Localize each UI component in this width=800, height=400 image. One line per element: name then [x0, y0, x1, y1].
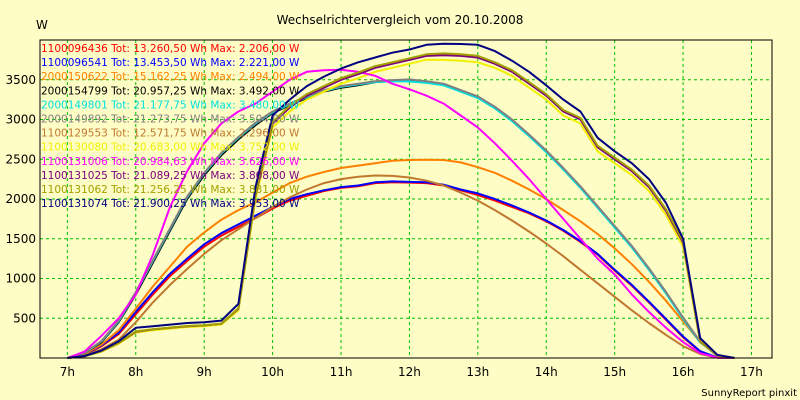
y-tick-label: 2000 [5, 192, 36, 206]
x-tick-label: 11h [330, 365, 353, 379]
x-tick-label: 7h [60, 365, 75, 379]
y-axis-label: W [36, 18, 48, 32]
chart-footer: SunnyReport pinxit [701, 388, 797, 399]
legend-entry-2000149801: 2000149801 Tot: 21.177,75 Wh Max: 3.480,… [41, 99, 300, 111]
series-line-1100131074 [67, 42, 735, 359]
x-tick-label: 8h [128, 365, 143, 379]
x-tick-label: 15h [603, 365, 626, 379]
x-tick-label: 16h [672, 365, 695, 379]
x-tick-labels: 7h 8h 9h 10h 11h 12h 13h 14h 15h 16h 17h [60, 365, 763, 379]
y-tick-labels: 500 1000 1500 2000 2500 3000 3500 [5, 73, 36, 326]
legend-entry-1100131025: 1100131025 Tot: 21.089,25 Wh Max: 3.808,… [41, 170, 300, 182]
y-tick-label: 500 [13, 311, 36, 325]
y-tick-label: 1500 [5, 232, 36, 246]
series-line-1100131006 [67, 68, 735, 359]
legend-entry-1100130080: 1100130080 Tot: 20.683,00 Wh Max: 3.752,… [41, 142, 300, 154]
series-line-1100096541 [67, 180, 735, 359]
legend-entry-1100131074: 1100131074 Tot: 21.900,25 Wh Max: 3.953,… [41, 198, 300, 210]
x-tick-label: 10h [261, 365, 284, 379]
plot-frame [39, 39, 773, 359]
legend-entry-2000149892: 2000149892 Tot: 21.273,75 Wh Max: 3.504,… [41, 114, 300, 126]
legend-entry-1100131062: 1100131062 Tot: 21.256,25 Wh Max: 3.831,… [41, 184, 300, 196]
legend-entry-1100131006: 1100131006 Tot: 20.984,63 Wh Max: 3.626,… [41, 156, 300, 168]
series-line-2000149892 [67, 78, 735, 359]
x-tick-label: 13h [466, 365, 489, 379]
x-tick-label: 9h [197, 365, 212, 379]
chart-title: Wechselrichtervergleich vom 20.10.2008 [277, 13, 524, 27]
legend-entry-1100096436: 1100096436 Tot: 13.260,50 Wh Max: 2.206,… [41, 43, 300, 55]
legend-entry-2000154799: 2000154799 Tot: 20.957,25 Wh Max: 3.492,… [41, 85, 300, 97]
x-tick-label: 17h [740, 365, 763, 379]
series-line-2000150622 [67, 158, 735, 359]
legend-entry-1100096541: 1100096541 Tot: 13.453,50 Wh Max: 2.221,… [41, 57, 300, 69]
series-line-1100129553 [67, 174, 735, 359]
y-tick-label: 2500 [5, 152, 36, 166]
legend: 1100096436 Tot: 13.260,50 Wh Max: 2.206,… [41, 43, 300, 210]
legend-entry-2000150622: 2000150622 Tot: 15.162,25 Wh Max: 2.494,… [41, 71, 300, 83]
y-tick-label: 3500 [5, 73, 36, 87]
y-tick-label: 3000 [5, 113, 36, 127]
y-tick-label: 1000 [5, 272, 36, 286]
x-tick-label: 12h [398, 365, 421, 379]
series-line-1100131062 [67, 52, 735, 359]
series-lines [67, 42, 735, 359]
legend-entry-1100129553: 1100129553 Tot: 12.571,75 Wh Max: 2.296,… [41, 128, 300, 140]
x-tick-label: 14h [535, 365, 558, 379]
